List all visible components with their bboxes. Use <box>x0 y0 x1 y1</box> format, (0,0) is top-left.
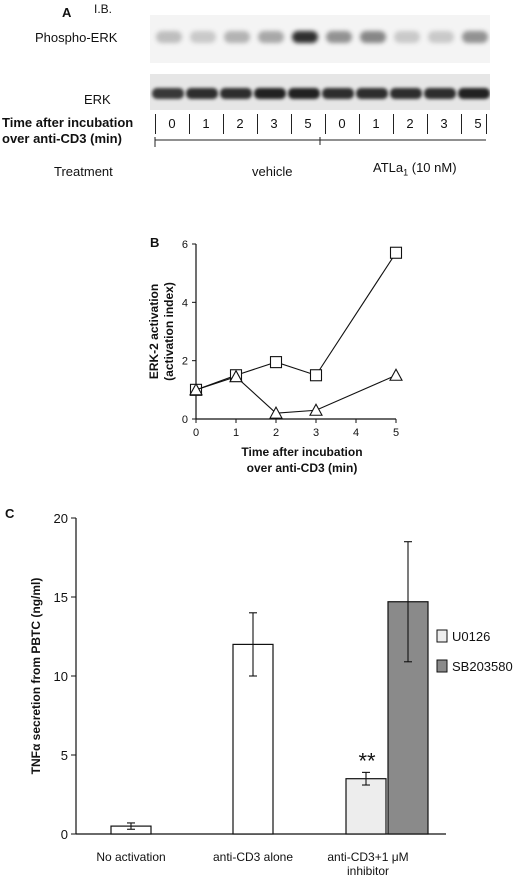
lane-number: 0 <box>168 116 176 131</box>
x-tick-label: 5 <box>393 427 399 439</box>
lane-divider <box>325 114 326 134</box>
square-series-line <box>195 252 397 391</box>
phospho-band <box>462 31 488 43</box>
erk-band <box>254 88 286 99</box>
phospho-erk-blot <box>150 15 490 63</box>
lane-divider <box>486 114 487 134</box>
y-tick-label: 2 <box>182 356 188 368</box>
erk-band <box>152 88 184 99</box>
lane-labels: 0 1 2 3 5 0 1 2 3 5 <box>150 112 490 152</box>
vehicle-label: vehicle <box>252 164 293 179</box>
y-tick-label: 0 <box>182 414 188 426</box>
square-marker <box>389 246 403 259</box>
square-marker <box>269 356 283 369</box>
y-tick-label: 10 <box>54 669 68 684</box>
y-axis-label: TNFα secretion from PBTC (ng/ml) <box>29 578 43 775</box>
lane-divider <box>223 114 224 134</box>
significance-annotation: ** <box>358 748 376 773</box>
x-axis-label: Time after incubation <box>241 445 362 459</box>
phospho-band <box>156 31 182 43</box>
ib-label: I.B. <box>94 2 113 16</box>
square-marker <box>309 369 323 382</box>
erk-band <box>322 88 354 99</box>
lane-number: 2 <box>236 116 244 131</box>
erk-band <box>186 88 218 99</box>
phospho-band <box>190 31 216 43</box>
x-tick-label: 0 <box>193 427 199 439</box>
triangle-series-line <box>195 374 397 414</box>
panel-b-letter: B <box>150 235 160 250</box>
legend-swatch <box>436 659 448 673</box>
erk-band <box>288 88 320 99</box>
lane-number: 3 <box>440 116 448 131</box>
lane-divider <box>359 114 360 134</box>
lane-number: 5 <box>304 116 312 131</box>
erk-band <box>424 88 456 99</box>
time-label-line1: Time after incubation <box>2 115 134 130</box>
y-axis-label: ERK-2 activation <box>147 284 161 379</box>
phospho-band <box>258 31 284 43</box>
phospho-band <box>360 31 386 43</box>
category-label: No activation <box>96 850 165 864</box>
y-tick-label: 4 <box>182 297 188 309</box>
triangle-marker <box>189 382 203 396</box>
panel-c-letter: C <box>5 506 15 521</box>
x-tick-label: 4 <box>353 427 359 439</box>
lane-number: 1 <box>372 116 380 131</box>
y-tick-label: 0 <box>61 827 68 842</box>
legend-label: U0126 <box>452 629 490 644</box>
time-label-line2: over anti-CD3 (min) <box>2 131 122 146</box>
triangle-marker <box>389 368 403 381</box>
lane-number: 1 <box>202 116 210 131</box>
category-label: inhibitor <box>347 864 389 876</box>
phospho-erk-label: Phospho-ERK <box>35 30 118 45</box>
lane-divider <box>461 114 462 134</box>
lane-divider <box>393 114 394 134</box>
legend-swatch <box>436 629 448 643</box>
y-tick-label: 20 <box>54 511 68 526</box>
category-label: anti-CD3+1 μM <box>327 850 408 864</box>
erk-band <box>390 88 422 99</box>
panel-a-letter: A <box>62 5 72 20</box>
lane-divider <box>155 114 156 134</box>
x-tick-label: 3 <box>313 427 319 439</box>
phospho-band <box>428 31 454 43</box>
triangle-marker <box>229 369 243 383</box>
erk-band <box>458 88 490 99</box>
group-brackets <box>154 137 486 147</box>
y-tick-label: 5 <box>61 748 68 763</box>
x-tick-label: 1 <box>233 427 239 439</box>
y-tick-label: 6 <box>182 239 188 251</box>
erk-label: ERK <box>84 92 111 107</box>
lane-number: 5 <box>474 116 482 131</box>
phospho-band <box>292 31 318 43</box>
lane-number: 3 <box>270 116 278 131</box>
phospho-band <box>394 31 420 43</box>
x-axis-label-2: over anti-CD3 (min) <box>247 461 358 475</box>
erk-activation-chart: 0 2 4 6 0 1 2 3 4 5 ERK-2 activation (activation in… <box>147 239 403 475</box>
erk-blot <box>150 74 490 110</box>
lane-divider <box>189 114 190 134</box>
tnf-secretion-chart: 0 5 10 15 20 ** No activation anti-CD3 alone ant… <box>29 511 513 876</box>
category-label: anti-CD3 alone <box>213 850 293 864</box>
phospho-band <box>326 31 352 43</box>
lane-divider <box>427 114 428 134</box>
x-tick-label: 2 <box>273 427 279 439</box>
legend-label: SB203580 <box>452 659 513 674</box>
bar <box>345 778 387 835</box>
triangle-marker <box>269 406 283 419</box>
y-tick-label: 15 <box>54 590 68 605</box>
lane-number: 0 <box>338 116 346 131</box>
lane-divider <box>291 114 292 134</box>
erk-band <box>220 88 252 99</box>
lane-divider <box>257 114 258 134</box>
treatment-label: Treatment <box>54 164 113 179</box>
lane-number: 2 <box>406 116 414 131</box>
erk-band <box>356 88 388 99</box>
y-axis-label-2: (activation index) <box>162 282 176 381</box>
phospho-band <box>224 31 250 43</box>
atla-label: ATLa1 (10 nM) <box>373 160 457 178</box>
triangle-marker <box>309 403 323 416</box>
